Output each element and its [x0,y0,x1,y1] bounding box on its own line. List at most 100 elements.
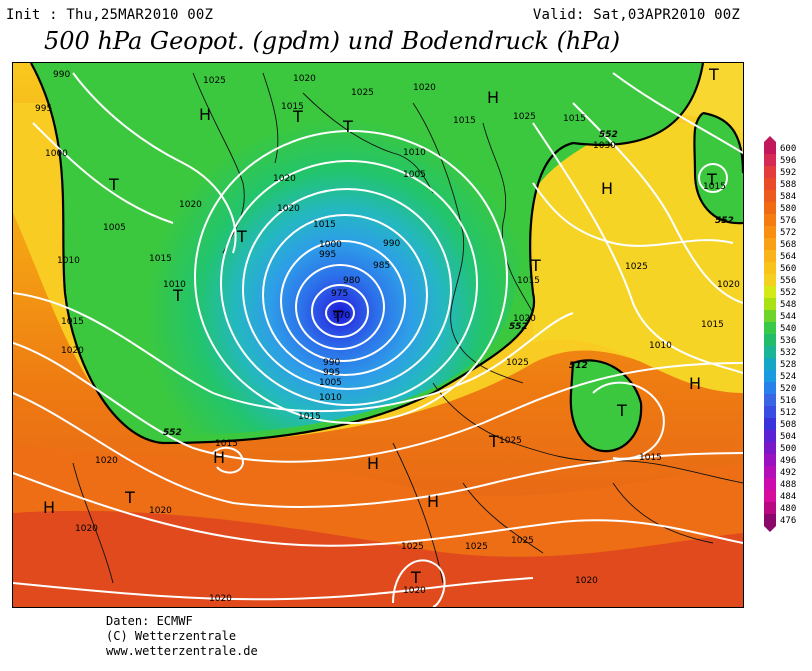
isobars [13,72,743,607]
low-center: T [616,401,627,420]
pressure-label: 1025 [625,262,648,272]
legend-label: 500 [780,444,796,454]
pressure-label: 1000 [45,149,68,159]
low-center: T [332,307,343,326]
pressure-label: 1015 [703,182,726,192]
weather-map-svg: 970 975 980 985 990 995 1000 1015 1020 1… [13,63,743,607]
legend-swatch [764,178,776,190]
pressure-label: 1025 [401,542,424,552]
pressure-label: 1020 [179,200,202,210]
pressure-label: 970 [333,311,350,321]
pressure-label: 1020 [75,524,98,534]
legend-label: 524 [780,372,796,382]
pressure-label: 1015 [453,116,476,126]
legend-label: 580 [780,204,796,214]
legend-top-arrow [764,136,776,142]
map-title: 500 hPa Geopot. (gpdm) und Bodendruck (h… [44,27,621,55]
legend-swatch [764,250,776,262]
legend-label: 536 [780,336,796,346]
legend-swatch [764,502,776,514]
low-center: T [292,107,303,126]
pressure-label: 1015 [639,453,662,463]
pressure-label: 1020 [95,456,118,466]
pressure-label: 1000 [319,240,342,250]
legend-swatch [764,190,776,202]
low-center: T [708,65,719,84]
pressure-label: 1020 [273,174,296,184]
legend-swatch [764,154,776,166]
legend-swatch [764,358,776,370]
legend-swatch [764,334,776,346]
pressure-label: 1015 [313,220,336,230]
pressure-label: 1025 [506,358,529,368]
pressure-label: 1015 [563,114,586,124]
data-source: Daten: ECMWF [106,614,193,628]
legend-swatch [764,262,776,274]
pressure-label: 1020 [293,74,316,84]
pressure-label: 1015 [149,254,172,264]
footer: Daten: ECMWF (C) Wetterzentrale www.wett… [106,614,258,659]
pressure-label: 1010 [57,256,80,266]
red-south [13,501,743,607]
color-legend-svg: 600 596 592 588 584 580 576 572 568 564 560 556 552 5… [764,136,796,532]
legend-swatch [764,478,776,490]
pressure-label: 1025 [513,112,536,122]
low-center: T [236,227,247,246]
contour-552 [30,63,705,445]
pressure-label: 1020 [149,506,172,516]
legend-swatch [764,418,776,430]
pressure-label: 1025 [351,88,374,98]
init-time: Init : Thu,25MAR2010 00Z [6,7,214,23]
yellow-east [533,123,743,393]
legend-label: 484 [780,492,796,502]
legend-label: 568 [780,240,796,250]
legend-swatch [764,382,776,394]
pressure-label: 1010 [319,393,342,403]
pressure-label: 990 [323,358,340,368]
legend-swatch [764,310,776,322]
weather-map: 970 975 980 985 990 995 1000 1015 1020 1… [12,62,744,608]
legend-label: 492 [780,468,796,478]
legend-label: 584 [780,192,796,202]
pressure-label: 995 [319,250,336,260]
pressure-label: 1005 [403,170,426,180]
legend-label: 504 [780,432,796,442]
pressure-label: 1020 [209,594,232,604]
legend-swatch [764,466,776,478]
cold-cell-ne [694,113,743,224]
pressure-label: 1010 [649,341,672,351]
legend-swatch [764,442,776,454]
legend-swatch [764,322,776,334]
pressure-centers: H H H H H H H H T T T T T T T T T T T T … [43,65,719,587]
legend-swatch [764,202,776,214]
legend-swatch [764,346,776,358]
low-center: T [488,432,499,451]
pressure-label: 1020 [513,314,536,324]
legend-bottom-arrow [764,526,776,532]
low-center: T [342,117,353,136]
pressure-label: 975 [331,289,348,299]
pressure-label: 1010 [163,280,186,290]
pressure-label: 1025 [499,436,522,446]
legend-label: 544 [780,312,796,322]
pressure-label: 1015 [701,320,724,330]
low-center: T [530,256,541,275]
legend-swatch [764,490,776,502]
valid-time: Valid: Sat,03APR2010 00Z [532,7,740,23]
legend-label: 516 [780,396,796,406]
pressure-label: 980 [343,276,360,286]
pressure-label: 995 [35,104,52,114]
legend-label: 592 [780,168,796,178]
legend-label: 572 [780,228,796,238]
color-legend: 600 596 592 588 584 580 576 572 568 564 560 556 552 5… [762,136,812,536]
pressure-label: 1020 [717,280,740,290]
pressure-label: 990 [383,239,400,249]
legend-swatch [764,238,776,250]
legend-label: 600 [780,144,796,154]
low-center: T [410,568,421,587]
pressure-label: 1015 [61,317,84,327]
legend-label: 488 [780,480,796,490]
pressure-label: 1020 [413,83,436,93]
legend-swatch [764,394,776,406]
low-center: T [172,286,183,305]
